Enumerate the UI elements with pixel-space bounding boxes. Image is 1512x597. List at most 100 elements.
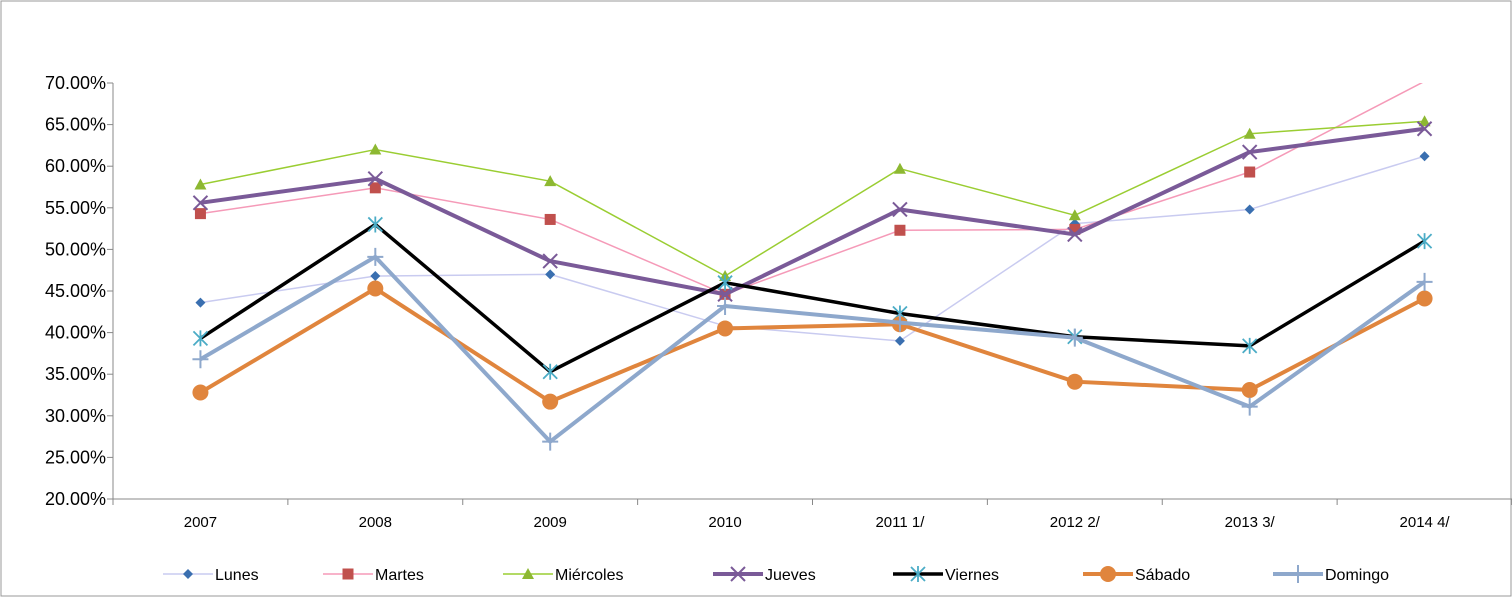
data-point	[891, 313, 908, 332]
data-point	[1416, 272, 1433, 291]
data-point	[542, 253, 558, 269]
data-point	[367, 280, 384, 297]
legend-item: Martes	[323, 567, 424, 584]
data-point	[1416, 233, 1433, 250]
data-point	[192, 384, 209, 401]
legend-label: Martes	[375, 567, 424, 584]
legend-item: Domingo	[1273, 565, 1389, 584]
data-point	[545, 269, 556, 280]
data-point	[1069, 223, 1081, 235]
data-point	[195, 297, 206, 308]
legend: Lunes Martes Miércoles Jueves Viernes Sábado D…	[163, 565, 1389, 584]
data-point	[1419, 151, 1430, 162]
series-domingo	[192, 247, 1433, 451]
legend-item: Lunes	[163, 567, 259, 584]
data-point	[369, 143, 382, 155]
x-tick-label: 2007	[184, 514, 217, 531]
data-point	[1416, 290, 1433, 307]
legend-marker	[1290, 565, 1306, 583]
data-point	[1066, 328, 1083, 347]
x-tick-label: 2012 2/	[1050, 514, 1101, 531]
data-point	[542, 432, 559, 451]
y-tick-label: 40.00%	[45, 323, 106, 343]
x-tick-label: 2010	[708, 514, 741, 531]
series-jueves	[192, 121, 1433, 303]
series-line	[200, 126, 1425, 297]
data-point	[542, 393, 559, 410]
y-tick-label: 70.00%	[45, 73, 106, 93]
legend-label: Sábado	[1135, 567, 1190, 584]
series-line	[200, 120, 1425, 277]
x-tick-label: 2013 3/	[1225, 514, 1276, 531]
data-point	[192, 350, 209, 369]
data-point	[717, 274, 733, 291]
y-tick-label: 65.00%	[45, 115, 106, 135]
legend-label: Domingo	[1325, 567, 1389, 584]
series-line	[199, 222, 1426, 374]
plot-area	[192, 83, 1433, 451]
data-point	[367, 170, 384, 187]
x-tick-label: 2014 4/	[1400, 514, 1451, 531]
data-point	[894, 224, 906, 236]
series-line	[200, 155, 1425, 342]
legend-item: Jueves	[713, 566, 816, 584]
series-line	[199, 286, 1426, 404]
x-tick-label: 2008	[359, 514, 392, 531]
data-point	[369, 182, 381, 194]
data-point	[1241, 397, 1258, 416]
x-axis: 2007 2008 2009 2010 2011 1/2012 2/2013 3/201…	[112, 498, 1512, 531]
data-point	[717, 286, 733, 303]
data-point	[367, 247, 384, 266]
data-point	[367, 216, 383, 233]
y-tick-label: 30.00%	[45, 406, 106, 426]
legend-marker	[183, 569, 193, 579]
data-point	[192, 330, 209, 347]
y-tick-label: 55.00%	[45, 198, 106, 218]
x-tick-label: 2011 1/	[875, 514, 925, 531]
data-point	[717, 320, 734, 337]
series-line	[199, 254, 1426, 444]
legend-marker	[522, 568, 534, 579]
data-point	[192, 195, 209, 211]
data-point	[1418, 115, 1431, 127]
data-point	[1244, 166, 1256, 178]
data-point	[1416, 121, 1433, 137]
data-point	[1242, 337, 1258, 354]
legend-label: Jueves	[765, 567, 816, 584]
data-point	[370, 271, 381, 282]
y-tick-label: 60.00%	[45, 156, 106, 176]
legend-label: Miércoles	[555, 567, 623, 584]
data-point	[892, 201, 908, 218]
data-point	[194, 178, 207, 190]
data-point	[1241, 144, 1258, 160]
y-tick-label: 35.00%	[45, 364, 106, 384]
legend-marker	[342, 568, 354, 580]
series-miércoles	[194, 115, 1431, 282]
data-point	[893, 162, 906, 174]
legend-label: Lunes	[215, 567, 259, 584]
data-point	[1241, 382, 1258, 399]
data-point	[1066, 373, 1083, 390]
legend-marker	[910, 566, 926, 582]
data-point	[1067, 226, 1083, 243]
legend-item: Viernes	[893, 566, 999, 584]
y-tick-label: 25.00%	[45, 447, 106, 467]
data-point	[894, 335, 905, 346]
legend-item: Miércoles	[503, 567, 623, 584]
legend-item: Sábado	[1083, 566, 1190, 584]
data-point	[1243, 127, 1256, 139]
y-tick-label: 45.00%	[45, 281, 106, 301]
data-point	[1244, 204, 1255, 215]
data-point	[194, 208, 206, 220]
x-tick-label: 2009	[534, 514, 567, 531]
y-axis: 20.00% 25.00% 30.00% 35.00% 40.00% 45.00% 50.0…	[45, 73, 114, 509]
y-tick-label: 20.00%	[45, 489, 106, 509]
data-point	[717, 296, 734, 315]
y-tick-label: 50.00%	[45, 239, 106, 259]
data-point	[542, 363, 558, 380]
data-point	[1068, 209, 1081, 221]
legend-marker	[730, 566, 746, 582]
